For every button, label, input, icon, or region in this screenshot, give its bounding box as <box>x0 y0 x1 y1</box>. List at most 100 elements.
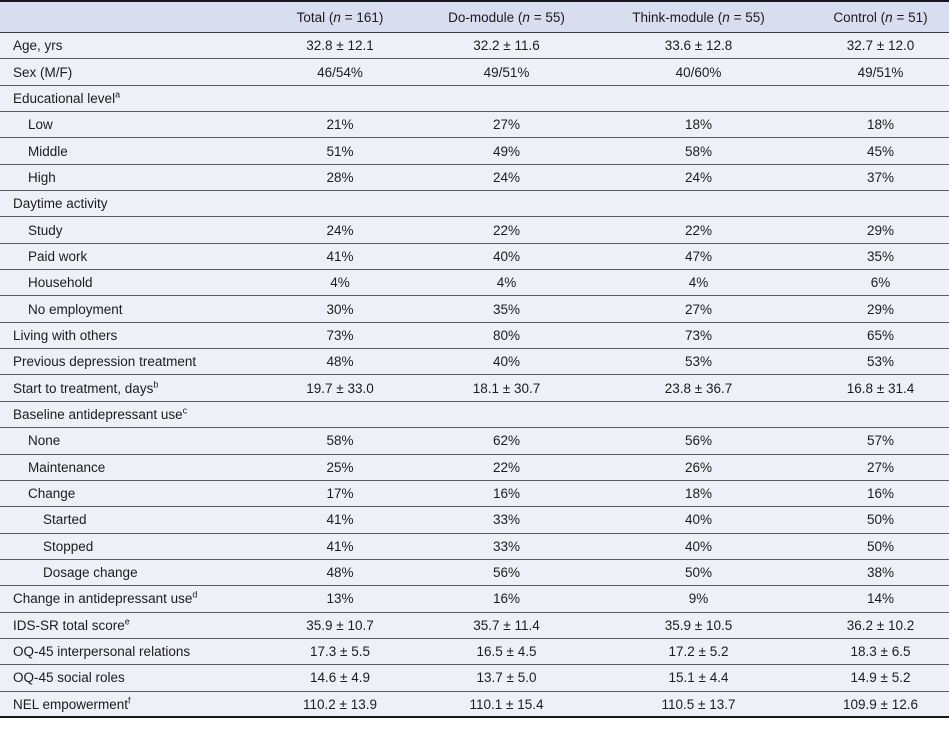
row-label: Start to treatment, daysb <box>0 374 252 402</box>
column-header-label: Total ( <box>296 9 334 25</box>
cell-value: 36.2 ± 10.2 <box>812 612 949 639</box>
table-row: Change in antidepressant used 13% 16% 9% 14% <box>0 585 949 613</box>
cell-value: 32.8 ± 12.1 <box>252 32 428 60</box>
cell-value: 16.8 ± 31.4 <box>812 374 949 402</box>
row-label-text: Middle <box>28 143 68 159</box>
cell-value: 47% <box>585 243 812 271</box>
table-row: Previous depression treatment 48% 40% 53% 53… <box>0 348 949 376</box>
cell-value: 40% <box>585 533 812 560</box>
table-row: Household 4% 4% 4% 6% <box>0 269 949 297</box>
footnote-marker: c <box>182 405 188 416</box>
cell-value <box>812 401 949 429</box>
row-label-text: OQ-45 interpersonal relations <box>13 644 191 660</box>
cell-value <box>252 85 428 113</box>
row-label-text: No employment <box>28 301 123 317</box>
row-label: High <box>0 164 252 192</box>
table-row: NEL empowermentf 110.2 ± 13.9 110.1 ± 15.4… <box>0 691 949 717</box>
row-label-text: Daytime activity <box>13 196 108 212</box>
table-row: Maintenance 25% 22% 26% 27% <box>0 454 949 481</box>
row-label-text: OQ-45 social roles <box>13 670 125 686</box>
cell-value: 53% <box>812 348 949 376</box>
cell-value: 35% <box>428 295 585 323</box>
row-label: Previous depression treatment <box>0 348 252 376</box>
cell-value: 15.1 ± 4.4 <box>585 664 812 692</box>
cell-value: 65% <box>812 322 949 350</box>
table-row: Change 17% 16% 18% 16% <box>0 480 949 508</box>
table-row: None 58% 62% 56% 57% <box>0 427 949 455</box>
cell-value: 27% <box>428 111 585 139</box>
cell-value: 19.7 ± 33.0 <box>252 374 428 402</box>
row-label: Baseline antidepressant usec <box>0 401 252 429</box>
column-header-label: = 55) <box>529 9 565 25</box>
cell-value: 14.6 ± 4.9 <box>252 664 428 692</box>
cell-value: 24% <box>428 164 585 192</box>
n-variable: n <box>522 9 530 25</box>
cell-value: 41% <box>252 243 428 271</box>
cell-value: 41% <box>252 506 428 534</box>
row-label: Daytime activity <box>0 190 252 218</box>
row-label-text: IDS-SR total score <box>13 617 125 633</box>
row-label: Change in antidepressant used <box>0 585 252 613</box>
n-variable: n <box>885 9 893 25</box>
footnote-marker: e <box>124 616 131 627</box>
cell-value: 17.3 ± 5.5 <box>252 638 428 666</box>
cell-value: 110.5 ± 13.7 <box>661 696 736 712</box>
row-label: Change <box>0 480 252 508</box>
cell-value: 56% <box>585 427 812 455</box>
table-row: Baseline antidepressant usec <box>0 401 949 429</box>
row-label: Educational levela <box>0 85 252 113</box>
cell-value: 45% <box>812 137 949 165</box>
cell-value: 14.9 ± 5.2 <box>812 664 949 692</box>
table-row: Living with others 73% 80% 73% 65% <box>0 322 949 350</box>
column-header-label: Do-module ( <box>448 9 523 25</box>
row-label-text: Study <box>28 222 63 238</box>
table-row: Start to treatment, daysb 19.7 ± 33.0 18.1… <box>0 374 949 402</box>
cell-value: 9% <box>585 585 812 613</box>
cell-value: 58% <box>252 427 428 455</box>
row-label: No employment <box>0 295 252 323</box>
cell-value <box>252 401 428 429</box>
table-row: No employment 30% 35% 27% 29% <box>0 295 949 323</box>
cell-value: 4% <box>585 269 812 297</box>
footnote-marker: a <box>115 89 121 100</box>
cell-value: 18.3 ± 6.5 <box>812 638 949 666</box>
cell-value: 32.7 ± 12.0 <box>812 32 949 60</box>
cell-value: 50% <box>812 533 949 560</box>
table-row: Started 41% 33% 40% 50% <box>0 506 949 534</box>
cell-value: 16% <box>812 480 949 508</box>
column-header-label: = 55) <box>729 9 765 25</box>
cell-value: 16% <box>428 480 585 508</box>
cell-value: 37% <box>812 164 949 192</box>
table-row: Middle 51% 49% 58% 45% <box>0 137 949 165</box>
row-label-text: Previous depression treatment <box>13 354 197 370</box>
row-label: None <box>0 427 252 455</box>
cell-value <box>585 190 812 218</box>
table-header-row: Total (n = 161) Do-module (n = 55) Think… <box>0 1 949 33</box>
footnote-marker: b <box>153 379 159 390</box>
row-label: OQ-45 social roles <box>0 664 252 692</box>
row-label: Maintenance <box>0 454 252 481</box>
cell-value: 24% <box>252 216 428 244</box>
paper-table: Total (n = 161) Do-module (n = 55) Think… <box>0 0 949 719</box>
cell-value: 17% <box>252 480 428 508</box>
n-variable: n <box>722 9 730 25</box>
cell-value <box>812 190 949 218</box>
cell-value: 57% <box>812 427 949 455</box>
cell-value: 49/51% <box>812 58 949 86</box>
row-label-text: Sex (M/F) <box>13 64 73 80</box>
cell-value: 18% <box>585 480 812 508</box>
cell-value <box>428 190 585 218</box>
cell-value: 13% <box>252 585 428 613</box>
cell-value: 110.1 ± 15.4 <box>469 696 544 712</box>
row-label: Low <box>0 111 252 139</box>
cell-value: 35.9 ± 10.5 <box>585 612 812 639</box>
row-label: Sex (M/F) <box>0 58 252 86</box>
row-label: Paid work <box>0 243 252 271</box>
column-header-control: Control (n = 51) <box>812 1 949 33</box>
table-row: OQ-45 social roles 14.6 ± 4.9 13.7 ± 5.0 15… <box>0 664 949 692</box>
row-label-text: Household <box>28 275 93 291</box>
cell-value: 33.6 ± 12.8 <box>585 32 812 60</box>
column-header-do-module: Do-module (n = 55) <box>428 1 585 33</box>
column-header-label: Control ( <box>833 9 886 25</box>
cell-value: 18% <box>812 111 949 139</box>
